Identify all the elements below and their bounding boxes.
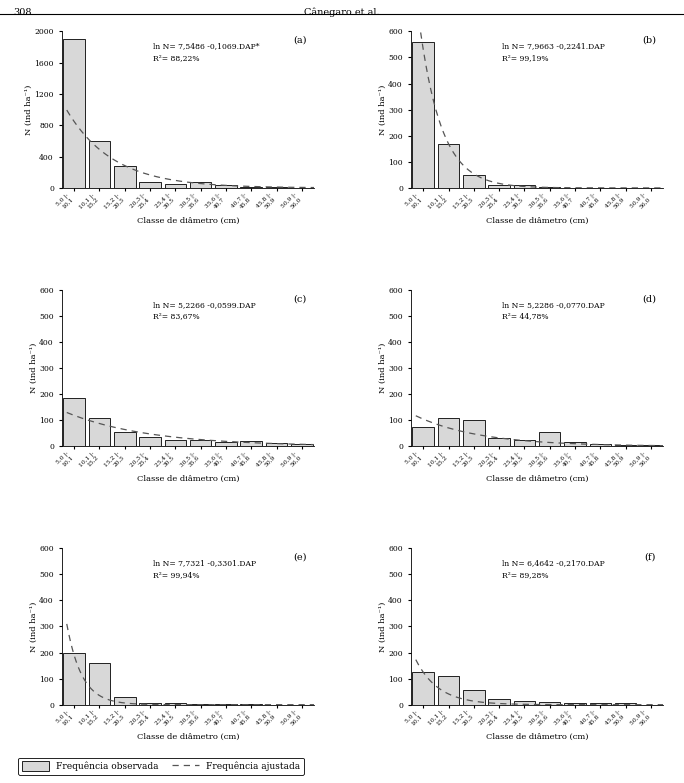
Text: (c): (c)	[293, 294, 307, 303]
Legend: Frequência observada, Frequência ajustada: Frequência observada, Frequência ajustad…	[18, 758, 304, 774]
Text: ln N= 7,7321 -0,3301.DAP
R²= 99,94%: ln N= 7,7321 -0,3301.DAP R²= 99,94%	[153, 559, 256, 579]
Y-axis label: N (ind ha⁻¹): N (ind ha⁻¹)	[25, 85, 33, 135]
Bar	[165, 703, 186, 705]
Bar	[590, 703, 611, 705]
X-axis label: Classe de diâmetro (cm): Classe de diâmetro (cm)	[486, 216, 588, 225]
Text: ln N= 5,2266 -0,0599.DAP
R²= 83,67%: ln N= 5,2266 -0,0599.DAP R²= 83,67%	[153, 301, 255, 320]
Bar	[241, 187, 262, 188]
Bar	[215, 442, 237, 446]
Text: (d): (d)	[642, 294, 656, 303]
Bar	[412, 41, 434, 188]
Bar	[463, 420, 484, 446]
X-axis label: Classe de diâmetro (cm): Classe de diâmetro (cm)	[486, 474, 588, 483]
X-axis label: Classe de diâmetro (cm): Classe de diâmetro (cm)	[486, 733, 588, 742]
Text: ln N= 7,9663 -0,2241.DAP
R²= 99,19%: ln N= 7,9663 -0,2241.DAP R²= 99,19%	[501, 42, 605, 62]
Bar	[140, 703, 161, 705]
X-axis label: Classe de diâmetro (cm): Classe de diâmetro (cm)	[137, 216, 239, 225]
Text: ln N= 5,2286 -0,0770.DAP
R²= 44,78%: ln N= 5,2286 -0,0770.DAP R²= 44,78%	[501, 301, 605, 320]
Bar	[488, 699, 510, 705]
Bar	[640, 445, 661, 446]
Bar	[463, 175, 484, 188]
Bar	[590, 444, 611, 446]
Text: (a): (a)	[293, 36, 307, 45]
Y-axis label: N (ind ha⁻¹): N (ind ha⁻¹)	[379, 343, 386, 393]
Bar	[412, 672, 434, 705]
Bar	[114, 697, 135, 705]
Bar	[291, 444, 313, 446]
Bar	[190, 182, 211, 188]
Bar	[488, 438, 510, 446]
Bar	[564, 442, 586, 446]
Bar	[488, 185, 510, 188]
Bar	[438, 676, 459, 705]
Bar	[215, 185, 237, 188]
Bar	[190, 440, 211, 446]
Bar	[514, 701, 535, 705]
Bar	[539, 432, 560, 446]
Bar	[165, 184, 186, 188]
Bar	[89, 663, 110, 705]
Bar	[241, 441, 262, 446]
Bar	[539, 702, 560, 705]
Text: Cânegaro et al.: Cânegaro et al.	[304, 8, 380, 17]
Bar	[64, 39, 85, 188]
Bar	[190, 704, 211, 705]
Text: (e): (e)	[293, 553, 307, 561]
Bar	[438, 417, 459, 446]
Bar	[438, 143, 459, 188]
Bar	[64, 398, 85, 446]
Bar	[564, 703, 586, 705]
Bar	[114, 167, 135, 188]
Bar	[615, 703, 636, 705]
Bar	[114, 432, 135, 446]
Bar	[165, 440, 186, 446]
Bar	[615, 445, 636, 446]
Text: (b): (b)	[642, 36, 656, 45]
Bar	[463, 691, 484, 705]
Bar	[514, 440, 535, 446]
Bar	[539, 186, 560, 188]
Bar	[64, 652, 85, 705]
Bar	[89, 141, 110, 188]
Y-axis label: N (ind ha⁻¹): N (ind ha⁻¹)	[30, 601, 38, 651]
Bar	[412, 427, 434, 446]
Text: ln N= 6,4642 -0,2170.DAP
R²= 89,28%: ln N= 6,4642 -0,2170.DAP R²= 89,28%	[501, 559, 605, 579]
Bar	[266, 443, 287, 446]
Bar	[266, 187, 287, 188]
X-axis label: Classe de diâmetro (cm): Classe de diâmetro (cm)	[137, 474, 239, 483]
X-axis label: Classe de diâmetro (cm): Classe de diâmetro (cm)	[137, 733, 239, 742]
Y-axis label: N (ind ha⁻¹): N (ind ha⁻¹)	[379, 85, 386, 135]
Text: (f): (f)	[644, 553, 656, 561]
Text: 308: 308	[14, 8, 32, 16]
Bar	[89, 417, 110, 446]
Y-axis label: N (ind ha⁻¹): N (ind ha⁻¹)	[30, 343, 38, 393]
Bar	[140, 182, 161, 188]
Y-axis label: N (ind ha⁻¹): N (ind ha⁻¹)	[379, 601, 386, 651]
Text: ln N= 7,5486 -0,1069.DAP*
R²= 88,22%: ln N= 7,5486 -0,1069.DAP* R²= 88,22%	[153, 42, 259, 62]
Bar	[514, 186, 535, 188]
Bar	[140, 437, 161, 446]
